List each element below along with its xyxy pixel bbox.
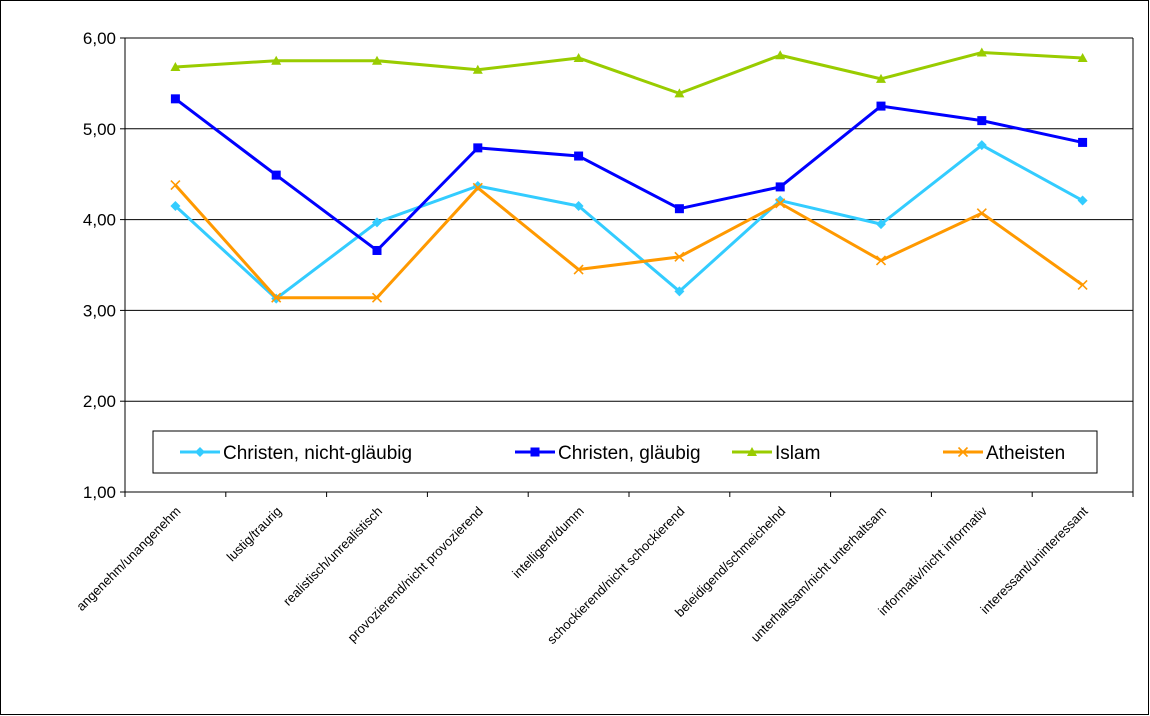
marker-triangle: [747, 447, 757, 456]
marker-x: [1077, 279, 1088, 291]
marker-square: [674, 204, 684, 214]
series-islam: [170, 47, 1088, 98]
legend-label: Islam: [775, 443, 820, 464]
marker-triangle: [775, 50, 786, 60]
y-tick-label: 6,00: [83, 29, 116, 48]
marker-triangle: [674, 88, 685, 98]
y-tick-label: 1,00: [83, 483, 116, 502]
x-tick-label: beleidigend/schmeichelnd: [672, 504, 788, 620]
marker-diamond: [674, 286, 685, 297]
x-tick-label: lustig/traurig: [224, 504, 285, 565]
marker-diamond: [876, 219, 886, 230]
marker-square: [271, 170, 281, 180]
x-tick-label: angenehm/unangenehm: [73, 504, 183, 614]
x-tick-label: realistisch/unrealistisch: [280, 504, 385, 609]
marker-x: [976, 208, 987, 219]
marker-x: [271, 292, 282, 303]
marker-triangle: [976, 47, 987, 57]
marker-triangle: [1077, 52, 1088, 62]
marker-square: [977, 116, 987, 126]
legend-label: Christen, nicht-gläubig: [223, 443, 412, 464]
marker-x: [371, 292, 383, 303]
legend-label: Atheisten: [986, 443, 1065, 464]
legend-box: [152, 430, 1098, 474]
marker-x: [875, 255, 887, 266]
marker-square: [530, 447, 540, 457]
marker-triangle: [372, 55, 382, 65]
marker-square: [372, 245, 382, 255]
marker-square: [473, 143, 483, 153]
marker-triangle: [573, 52, 584, 62]
marker-x: [674, 251, 685, 262]
marker-triangle: [472, 64, 483, 74]
series-line: [174, 97, 1083, 252]
marker-x: [573, 264, 584, 275]
series-christen-gl-ubig: [170, 94, 1088, 255]
marker-square: [170, 94, 180, 104]
series-line: [174, 143, 1084, 301]
marker-square: [574, 151, 584, 161]
marker-square: [876, 101, 886, 111]
gridlines: [125, 37, 1133, 402]
x-tick-label: intelligent/dumm: [509, 504, 587, 582]
marker-x: [957, 446, 969, 458]
marker-square: [1078, 137, 1088, 147]
x-tick-label: interessant/uninteressant: [977, 503, 1091, 617]
marker-diamond: [573, 200, 584, 211]
marker-triangle: [170, 62, 181, 72]
series-atheisten: [170, 180, 1088, 303]
marker-diamond: [1077, 195, 1088, 206]
marker-x: [775, 198, 786, 209]
y-tick-label: 2,00: [83, 392, 116, 411]
marker-diamond: [195, 447, 205, 457]
y-tick-label: 5,00: [83, 120, 116, 139]
y-tick-label: 3,00: [83, 301, 116, 320]
legend: Christen, nicht-gläubig Christen, gläubig…: [152, 430, 1098, 474]
marker-diamond: [170, 200, 181, 211]
marker-diamond: [372, 217, 382, 228]
marker-x: [170, 180, 181, 191]
marker-triangle: [271, 55, 282, 65]
marker-square: [775, 182, 785, 192]
y-tick-labels: 1,00 2,00 3,00 4,00 5,00 6,00: [83, 29, 125, 502]
marker-x: [472, 182, 483, 193]
series-line: [175, 51, 1083, 95]
y-tick-label: 4,00: [83, 211, 116, 230]
marker-diamond: [976, 140, 987, 151]
x-tick-labels: angenehm/unangenehm lustig/traurigrealist…: [73, 492, 1134, 647]
series-christen-nicht-gl-ubig: [170, 140, 1088, 304]
legend-label: Christen, gläubig: [558, 443, 701, 464]
x-tick-label: informativ/nicht informativ: [875, 503, 990, 618]
series-line: [174, 184, 1084, 300]
marker-triangle: [876, 73, 886, 83]
